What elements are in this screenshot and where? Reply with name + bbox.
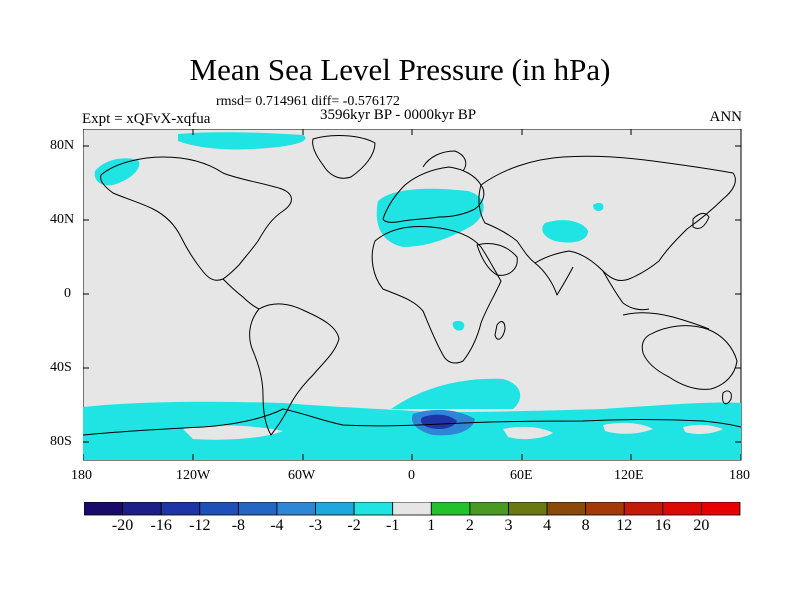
lat-tick-0: 0 xyxy=(64,286,71,301)
coast-antarctica xyxy=(83,408,742,436)
colorbar-label: 4 xyxy=(543,517,552,534)
colorbar-swatch xyxy=(84,502,123,516)
colorbar-swatch xyxy=(276,502,316,516)
experiment-label: Expt = xQFvX-xqfua xyxy=(82,111,211,127)
colorbar-label: -8 xyxy=(231,517,246,534)
colorbar-label: 16 xyxy=(654,517,671,534)
lat-tick-80n: 80N xyxy=(50,138,75,153)
coastlines xyxy=(83,135,742,436)
colorbar-label: -1 xyxy=(386,517,400,534)
colorbar-swatch xyxy=(199,502,239,516)
lon-tick-120e: 120E xyxy=(614,468,644,483)
neutral-patch-antarctic-2 xyxy=(503,426,553,440)
coast-europe xyxy=(382,166,485,223)
colorbar-label: -4 xyxy=(270,517,284,534)
colorbar-label: -3 xyxy=(308,517,323,534)
tick-marks xyxy=(83,129,742,460)
lon-tick-180w: 180 xyxy=(71,468,92,483)
lon-tick-60e: 60E xyxy=(510,468,533,483)
stats-label: rmsd= 0.714961 diff= -0.576172 xyxy=(216,94,400,109)
colorbar-swatch xyxy=(469,502,509,516)
colorbar-swatch xyxy=(122,502,162,516)
coast-greenland xyxy=(312,135,376,179)
colorbar-swatch xyxy=(237,502,278,516)
colorbar-swatch xyxy=(353,502,394,516)
neutral-patch-antarctic-1 xyxy=(183,425,283,440)
anomaly-cyan-arctic-north xyxy=(178,132,306,150)
anomaly-cyan-arctic-west xyxy=(94,158,140,186)
colorbar-swatch xyxy=(160,502,201,516)
colorbar-label: -16 xyxy=(150,517,172,534)
coast-se-asia xyxy=(602,270,650,311)
anomaly-cyan-asia xyxy=(542,220,588,243)
anomaly-cyan-southern-ocean xyxy=(83,401,741,460)
lat-tick-40s: 40S xyxy=(50,360,72,375)
colorbar xyxy=(84,502,741,516)
colorbar-label: -2 xyxy=(347,517,361,534)
colorbar-swatch xyxy=(623,502,664,516)
lon-tick-180e: 180 xyxy=(729,468,750,483)
colorbar-label: -20 xyxy=(111,517,134,534)
neutral-patch-antarctic-3 xyxy=(603,422,653,434)
coast-africa xyxy=(371,226,502,364)
lon-tick-60w: 60W xyxy=(288,468,316,483)
colorbar-label: 2 xyxy=(465,517,474,534)
lon-tick-120w: 120W xyxy=(176,468,211,483)
colorbar-label: 12 xyxy=(616,517,633,534)
colorbar-label: 20 xyxy=(693,517,710,534)
colorbar-swatch xyxy=(546,502,587,516)
period-label: 3596kyr BP - 0000kyr BP xyxy=(320,107,477,123)
colorbar-swatch xyxy=(392,502,432,516)
plot-title: Mean Sea Level Pressure (in hPa) xyxy=(189,52,611,87)
neutral-patch-antarctic-4 xyxy=(683,424,723,434)
anomaly-cyan-south-atlantic xyxy=(391,378,521,409)
colorbar-swatch xyxy=(315,502,355,516)
lat-tick-80s: 80S xyxy=(50,434,72,449)
coast-madagascar xyxy=(494,321,506,340)
colorbar-swatch xyxy=(662,502,702,516)
coast-south-america xyxy=(249,303,340,436)
coast-arabia xyxy=(476,243,518,276)
colorbar-label: 1 xyxy=(427,517,436,534)
colorbar-label: 3 xyxy=(504,517,513,534)
anomaly-cyan-africa xyxy=(452,320,465,331)
lat-tick-40n: 40N xyxy=(50,212,75,227)
coast-north-america xyxy=(100,156,292,281)
coast-indonesia xyxy=(622,312,710,330)
colorbar-label: -12 xyxy=(189,517,211,534)
coast-scandinavia xyxy=(422,150,467,172)
lon-tick-0: 0 xyxy=(408,468,415,483)
coast-australia xyxy=(641,325,738,390)
colorbar-swatch xyxy=(585,502,625,516)
colorbar-label: 8 xyxy=(581,517,590,534)
colorbar-swatch xyxy=(701,502,741,516)
coast-asia xyxy=(478,155,736,282)
colorbar-swatch xyxy=(508,502,548,516)
map-panel xyxy=(83,129,742,461)
coast-japan xyxy=(692,212,710,230)
anomaly-cyan-tibet xyxy=(593,202,604,212)
colorbar-swatch xyxy=(430,502,471,516)
coast-central-america xyxy=(222,278,260,310)
coast-new-zealand xyxy=(722,390,732,405)
season-label: ANN xyxy=(709,109,743,125)
anomaly-dark-core xyxy=(420,414,457,429)
coast-india xyxy=(534,262,574,296)
